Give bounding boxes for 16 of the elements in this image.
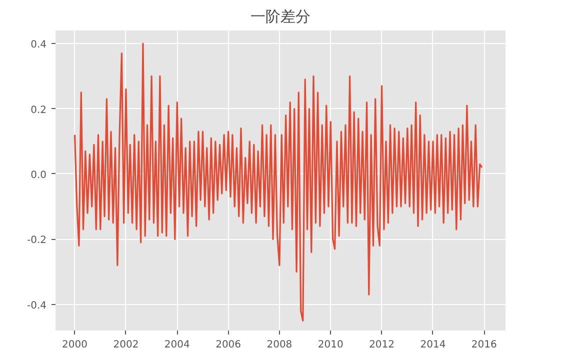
chart-title: 一阶差分 <box>250 8 310 26</box>
y-tick-label: 0.0 <box>30 170 47 181</box>
x-tick-label: 2014 <box>420 340 446 350</box>
x-tick-label: 2002 <box>113 340 139 350</box>
x-tick-label: 2016 <box>471 340 497 350</box>
y-tick-label: -0.2 <box>26 235 47 246</box>
x-tick-label: 2006 <box>216 340 242 350</box>
x-tick-label: 2010 <box>318 340 344 350</box>
line-series <box>74 42 483 322</box>
x-tick-label: 2000 <box>62 340 88 350</box>
y-tick-label: 0.2 <box>30 104 47 116</box>
y-tick-label: 0.4 <box>30 40 47 51</box>
x-tick-label: 2012 <box>369 340 395 350</box>
x-tick-label: 2004 <box>164 340 190 350</box>
x-tick-label: 2008 <box>266 340 292 350</box>
y-tick-label: -0.4 <box>26 300 47 312</box>
